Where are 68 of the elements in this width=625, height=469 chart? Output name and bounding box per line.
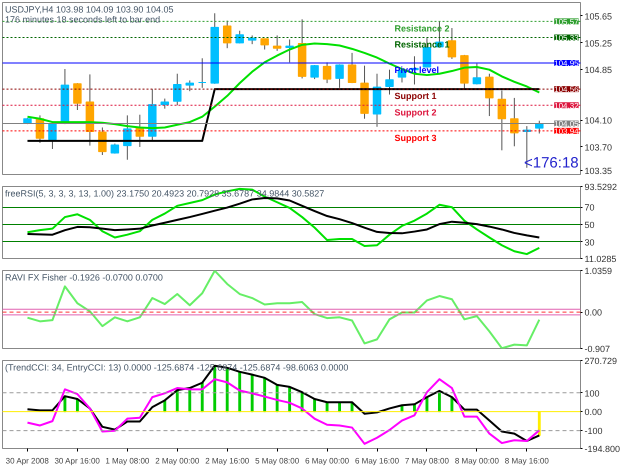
line-series [26, 197, 540, 238]
y-tick-label: 50 [584, 220, 595, 230]
x-tick-label: 6 May 00:00 [305, 456, 350, 466]
candlestick [310, 64, 319, 80]
x-tick-label: 8 May 16:00 [504, 456, 550, 466]
x-tick-label: 2 May 16:00 [205, 456, 250, 466]
line-series [26, 378, 540, 445]
candlestick [510, 97, 519, 147]
annotation: Support 1 [394, 91, 436, 102]
y-tick-label: 105.25 [584, 38, 612, 48]
y-tick-label: 93.5292 [584, 182, 618, 192]
y-tick-label: 100 [584, 388, 600, 398]
x-tick-label: 8 May 00:00 [454, 456, 500, 466]
annotation: Support 2 [394, 107, 436, 118]
x-tick-label: 6 May 16:00 [355, 456, 400, 466]
candlestick [348, 52, 356, 84]
candlestick [448, 28, 456, 60]
y-tick-label: 103.70 [584, 142, 612, 152]
x-tick-label: 7 May 08:00 [404, 456, 450, 466]
ref-line-label: 103.94 [554, 126, 580, 136]
y-tick-label: 0.00 [584, 407, 602, 418]
candlestick [235, 30, 244, 44]
x-tick-label: 30 Apr 2008 [6, 456, 50, 466]
y-tick-label: -100 [584, 426, 603, 436]
y-tick-label: 103.35 [584, 166, 612, 176]
candlestick [260, 38, 269, 50]
ref-line-label: 104.56 [554, 85, 580, 94]
y-tick-label: 270.729 [584, 356, 618, 366]
y-tick-label: 11.0285 [584, 254, 616, 264]
candlestick [98, 126, 107, 156]
chart-title: USDJPY,H4 103.98 104.09 103.90 104.05 [4, 4, 174, 14]
y-tick-label: 104.10 [584, 116, 612, 126]
candlestick [498, 90, 506, 151]
candlestick [485, 73, 494, 117]
x-tick-label: 30 Apr 16:00 [54, 456, 100, 466]
candlestick [73, 82, 82, 110]
y-tick-label: 0.00 [584, 308, 602, 318]
y-tick-label: -194.800 [584, 444, 620, 454]
y-tick-label: 105.65 [584, 11, 612, 22]
chart-title: RAVI FX Fisher -0.1926 -0.0700 0.0700 [4, 272, 163, 282]
y-tick-label: 70 [584, 202, 595, 213]
x-tick-label: 2 May 00:00 [155, 456, 200, 466]
y-tick-label: 30 [584, 237, 595, 248]
annotation: Pivot level [394, 64, 440, 75]
candlestick [198, 58, 206, 88]
candlestick [472, 63, 482, 85]
candlestick [322, 62, 332, 84]
candlestick [160, 98, 170, 110]
y-tick-label: -0.907 [584, 344, 610, 354]
ref-line-label: 104.05 [554, 119, 580, 128]
candlestick [222, 20, 232, 49]
candlestick [285, 38, 294, 63]
y-tick-label: 1.0359 [584, 266, 612, 276]
x-tick-label: 5 May 08:00 [255, 456, 300, 466]
y-tick-label: 104.85 [584, 65, 612, 76]
ref-line-label: 105.33 [554, 33, 580, 42]
candlestick [272, 34, 282, 52]
ref-line-label: 104.95 [554, 58, 580, 68]
line-series [26, 270, 540, 348]
candlestick [335, 64, 344, 88]
candlestick [173, 73, 182, 106]
candlestick [385, 69, 394, 96]
ref-line-label: 105.57 [554, 17, 580, 26]
ref-line-label: 104.32 [554, 101, 580, 110]
annotation: Support 3 [394, 132, 436, 143]
x-tick-label: 1 May 08:00 [105, 456, 150, 466]
candlestick [186, 80, 194, 92]
text: 176 minutes 18 seconds left to bar end [4, 14, 160, 24]
